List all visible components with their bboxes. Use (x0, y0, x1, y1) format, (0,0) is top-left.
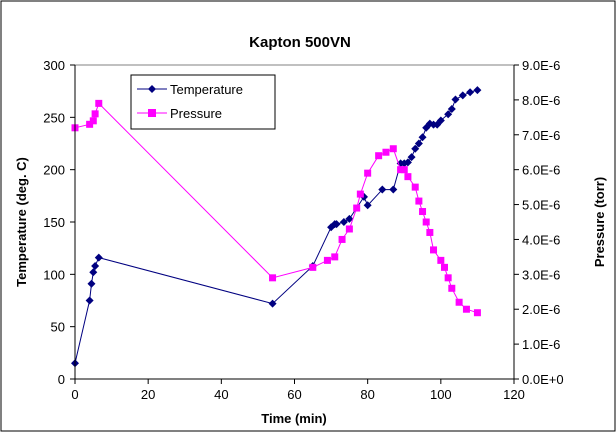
temperature-point (407, 153, 416, 162)
pressure-point (353, 204, 361, 212)
axes-layer: 0 20 40 60 80 100 120 0 50 100 150 200 250 300 0.0E+0 1… (43, 58, 563, 402)
temperature-point (414, 139, 423, 148)
temperature-point (411, 144, 420, 153)
x-axis-title: Time (min) (261, 411, 327, 426)
temperature-point (473, 86, 482, 95)
y-tick-label: 0 (58, 372, 65, 387)
pressure-point (364, 169, 372, 177)
temperature-point (268, 299, 277, 308)
pressure-point (397, 166, 405, 174)
x-tick-label: 0 (71, 387, 78, 402)
y2-tick-label: 0.0E+0 (522, 372, 564, 387)
y2-tick-label: 5.0E-6 (522, 198, 560, 213)
pressure-point (356, 190, 364, 198)
pressure-point (419, 208, 427, 216)
temperature-point (378, 185, 387, 194)
temperature-point (451, 95, 460, 104)
legend-box (130, 74, 276, 130)
y2-tick-label: 4.0E-6 (522, 232, 560, 247)
pressure-point (269, 274, 277, 282)
pressure-point (309, 263, 317, 271)
pressure-point (448, 284, 456, 292)
pressure-point (426, 228, 434, 236)
y-tick-label: 200 (43, 163, 65, 178)
pressure-point (440, 263, 448, 271)
x-tick-label: 60 (287, 387, 301, 402)
y-tick-label: 100 (43, 267, 65, 282)
legend-marker-temperature (148, 85, 156, 93)
temperature-point (87, 279, 96, 288)
legend-label-temperature: Temperature (170, 82, 243, 97)
y-tick-label: 300 (43, 58, 65, 73)
temperature-point (444, 110, 453, 119)
legend-marker-pressure (148, 109, 156, 117)
pressure-point (400, 166, 408, 174)
pressure-point (323, 256, 331, 264)
temperature-point (363, 201, 372, 210)
temperature-point (91, 261, 100, 270)
x-tick-label: 100 (430, 387, 452, 402)
x-tick-label: 40 (214, 387, 228, 402)
legend-label-pressure: Pressure (170, 106, 222, 121)
y-tick-label: 150 (43, 215, 65, 230)
y2-axis-title: Pressure (torr) (592, 177, 607, 267)
y2-tick-label: 2.0E-6 (522, 302, 560, 317)
pressure-point (411, 183, 419, 191)
y2-tick-label: 9.0E-6 (522, 58, 560, 73)
x-tick-label: 120 (503, 387, 525, 402)
y-tick-label: 50 (51, 320, 65, 335)
y-axis-title: Temperature (deg. C) (14, 157, 29, 287)
pressure-point (375, 152, 383, 160)
pressure-point (437, 256, 445, 264)
pressure-point (91, 110, 99, 118)
y2-tick-label: 6.0E-6 (522, 163, 560, 178)
y-tick-label: 250 (43, 110, 65, 125)
temperature-point (466, 88, 475, 97)
pressure-point (345, 225, 353, 233)
pressure-point (331, 253, 339, 261)
y2-tick-label: 7.0E-6 (522, 128, 560, 143)
temperature-point (94, 253, 103, 262)
y2-tick-label: 3.0E-6 (522, 267, 560, 282)
x-tick-label: 80 (360, 387, 374, 402)
pressure-point (404, 173, 412, 181)
pressure-point (444, 274, 452, 282)
pressure-point (430, 246, 438, 254)
pressure-point (382, 148, 390, 156)
temperature-point (403, 158, 412, 167)
chart-title: Kapton 500VN (249, 34, 351, 51)
legend: Temperature Pressure (130, 74, 276, 130)
temperature-point (389, 185, 398, 194)
pressure-point (415, 197, 423, 205)
pressure-point (338, 235, 346, 243)
series-layer (71, 86, 482, 368)
temperature-point (345, 214, 354, 223)
y2-tick-label: 8.0E-6 (522, 93, 560, 108)
pressure-point (422, 218, 430, 226)
temperature-point (458, 91, 467, 100)
temperature-point (332, 220, 341, 229)
pressure-point (89, 117, 97, 125)
temperature-point (436, 116, 445, 125)
pressure-point (86, 120, 94, 128)
pressure-point (455, 298, 463, 306)
x-tick-label: 20 (141, 387, 155, 402)
y2-tick-label: 1.0E-6 (522, 337, 560, 352)
temperature-point (89, 268, 98, 277)
temperature-point (418, 133, 427, 142)
pressure-point (95, 99, 103, 107)
temperature-point (447, 104, 456, 113)
temperature-point (85, 296, 94, 305)
temperature-point (339, 218, 348, 226)
pressure-point (473, 309, 481, 317)
pressure-point (389, 145, 397, 153)
pressure-point (462, 305, 470, 313)
